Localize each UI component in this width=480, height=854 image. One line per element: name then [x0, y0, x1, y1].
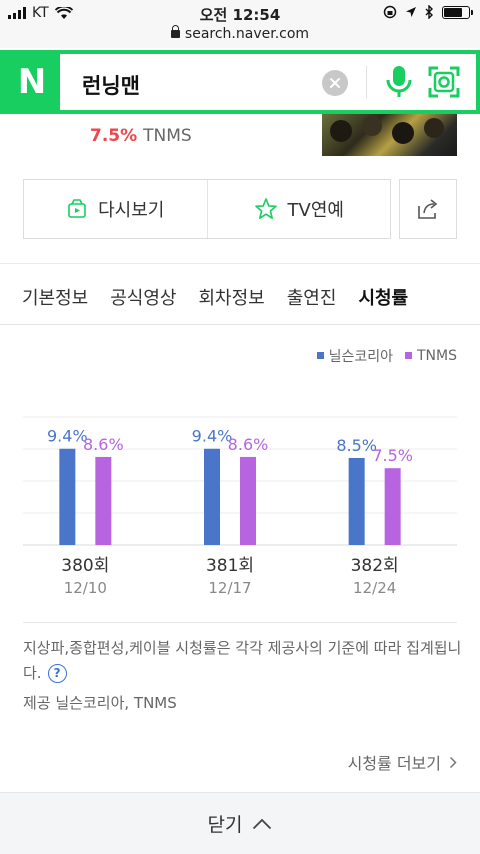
x-date-label: 12/17	[208, 579, 251, 597]
tab-bar: 기본정보 공식영상 회차정보 출연진 시청률	[0, 264, 480, 325]
star-icon	[254, 198, 277, 219]
tab-2[interactable]: 회차정보	[198, 288, 265, 309]
tv-entertainment-button[interactable]: TV연예	[206, 180, 391, 238]
battery-icon	[442, 5, 473, 19]
carrier-label: KT	[32, 5, 49, 21]
bar	[348, 457, 365, 545]
share-icon	[418, 199, 438, 219]
close-button[interactable]: 닫기	[0, 792, 480, 854]
rating-source: TNMS	[143, 126, 192, 146]
tab-4[interactable]: 시청률	[358, 264, 408, 324]
ratings-note: 지상파,종합편성,케이블 시청률은 각각 제공사의 기준에 따라 집계됩니다.?	[23, 636, 463, 686]
x-tick-label: 380회	[61, 556, 109, 576]
data-label: 8.6%	[228, 435, 269, 454]
mic-icon[interactable]	[382, 64, 416, 100]
search-input[interactable]: 런닝맨	[82, 74, 140, 98]
rating-percent: 7.5%	[90, 126, 138, 146]
chart-legend: 닐슨코리아 TNMS	[316, 346, 457, 366]
bar	[384, 468, 401, 545]
x-date-label: 12/24	[353, 579, 396, 597]
x-tick-label: 382회	[351, 556, 399, 576]
legend-swatch	[316, 351, 324, 359]
url-text: search.naver.com	[184, 26, 310, 42]
bar	[240, 456, 256, 545]
signal-icon	[8, 7, 26, 19]
rating-summary: 7.5% TNMS	[90, 126, 192, 146]
data-label: 8.5%	[336, 436, 377, 455]
legend-swatch	[405, 351, 412, 359]
close-label: 닫기	[207, 814, 243, 836]
naver-logo[interactable]: N	[4, 54, 60, 110]
search-bar: N 런닝맨	[0, 50, 480, 114]
status-left: KT	[8, 5, 73, 21]
help-icon[interactable]: ?	[47, 664, 67, 683]
bluetooth-icon	[425, 5, 433, 19]
clear-button[interactable]	[322, 70, 348, 96]
program-thumbnail[interactable]	[322, 114, 457, 156]
share-button[interactable]	[399, 179, 457, 239]
replay-button[interactable]: 다시보기	[24, 180, 207, 238]
x-date-label: 12/10	[64, 579, 107, 597]
replay-icon	[68, 199, 86, 218]
status-right	[383, 5, 473, 19]
wifi-icon	[54, 6, 73, 19]
note-text: 지상파,종합편성,케이블 시청률은 각각 제공사의 기준에 따라 집계됩니다.	[23, 639, 462, 682]
legend-item: 닐슨코리아	[316, 346, 393, 366]
tab-0[interactable]: 기본정보	[22, 288, 89, 309]
location-icon	[406, 7, 416, 17]
bar	[204, 448, 220, 545]
ratings-chart: 9.4%8.6%380회12/109.4%8.6%381회12/178.5%7.…	[23, 416, 457, 597]
data-label: 7.5%	[372, 446, 413, 465]
data-label: 9.4%	[47, 427, 88, 446]
url-bar[interactable]: search.naver.com	[0, 25, 480, 48]
bar	[59, 448, 76, 545]
divider	[366, 66, 367, 98]
tabs-divider	[0, 263, 480, 264]
data-label: 8.6%	[83, 435, 124, 454]
clear-icon	[330, 78, 340, 88]
section-divider	[23, 622, 457, 623]
clock: 오전 12:54	[199, 6, 281, 24]
rotation-lock-icon	[383, 5, 397, 19]
lock-icon	[170, 25, 180, 38]
tv-label: TV연예	[287, 200, 344, 221]
more-label: 시청률 더보기	[347, 754, 441, 773]
x-tick-label: 381회	[206, 556, 254, 576]
provider-text: 제공 닐슨코리아, TNMS	[23, 694, 177, 712]
replay-label: 다시보기	[98, 200, 165, 221]
data-label: 9.4%	[192, 427, 233, 446]
tab-1[interactable]: 공식영상	[110, 288, 177, 309]
action-buttons: 다시보기 TV연예	[23, 179, 391, 239]
legend-item: TNMS	[405, 348, 457, 364]
legend-label: TNMS	[417, 348, 457, 364]
chevron-right-icon	[449, 756, 457, 768]
more-ratings-link[interactable]: 시청률 더보기	[348, 750, 457, 774]
bar	[95, 456, 112, 545]
lens-icon[interactable]	[428, 66, 460, 98]
legend-label: 닐슨코리아	[328, 349, 393, 365]
tab-3[interactable]: 출연진	[286, 288, 337, 309]
status-bar: KT 오전 12:54	[0, 0, 480, 26]
chevron-up-icon	[253, 818, 272, 829]
